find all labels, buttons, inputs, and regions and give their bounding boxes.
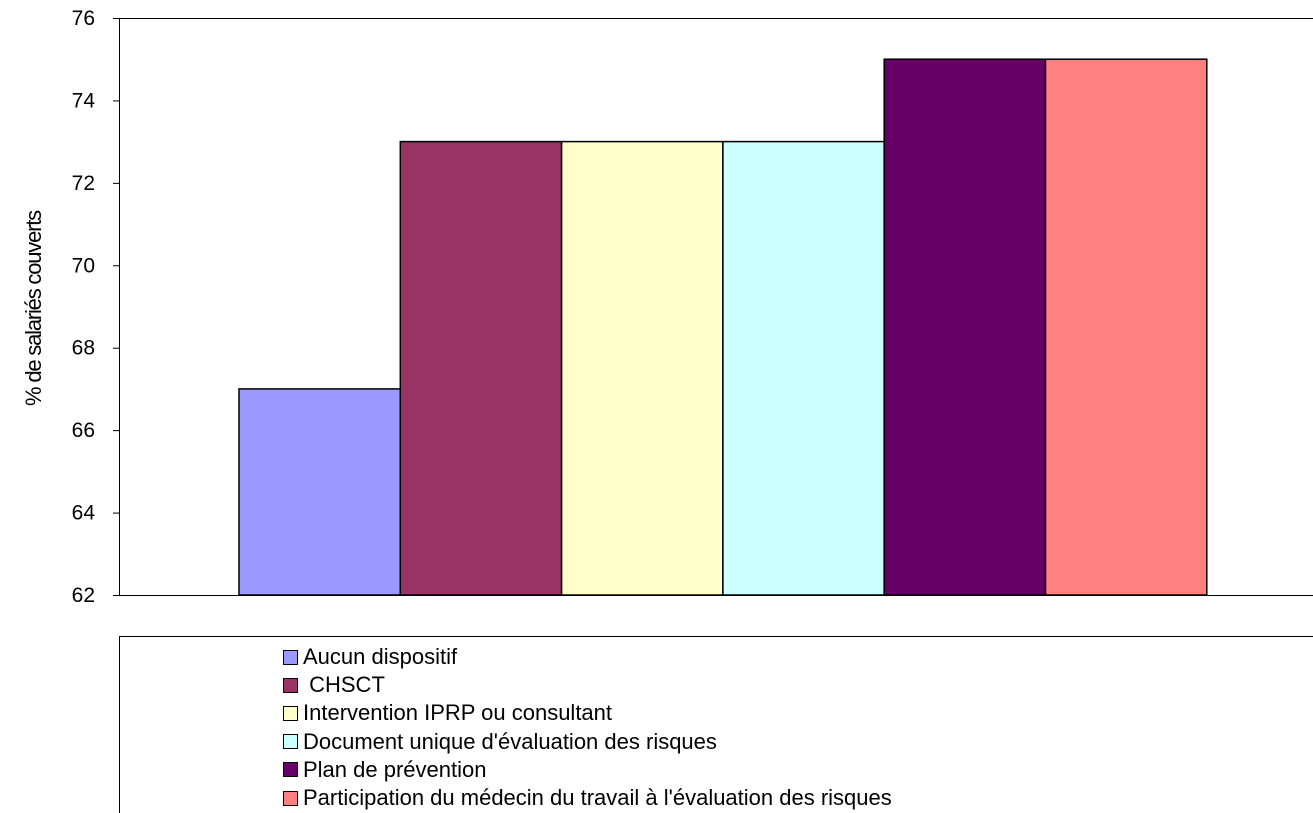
legend-label: Plan de prévention [303,756,487,782]
legend-swatch [283,705,298,721]
legend-item: CHSCT [283,672,385,698]
y-tick-label: 68 [72,337,95,360]
legend-box [119,636,1313,813]
y-tick-label: 66 [72,419,95,442]
legend-label: Document unique d'évaluation des risques [303,728,717,754]
bars [238,58,1208,596]
y-axis-ticks: 62 64 66 68 70 72 74 76 [72,7,119,607]
y-axis-title: % de salariés couverts [21,210,46,406]
bar-5 [1044,58,1208,596]
y-tick-label: 76 [72,7,95,30]
legend-swatch [283,790,298,806]
bar-0 [238,388,402,596]
bar-1 [399,140,563,596]
legend-label: Intervention IPRP ou consultant [303,700,613,726]
y-tick-label: 70 [72,254,95,277]
legend-item: Plan de prévention [283,757,486,783]
y-tick-label: 64 [72,502,96,525]
bar-3 [722,140,885,596]
legend-item: Participation du médecin du travail à l'… [283,785,892,811]
y-tick-label: 74 [72,89,96,112]
bar-chart: 62 64 66 68 70 72 74 76 % de salariés couverts [21,7,1313,607]
legend-swatch [283,649,298,665]
y-tick-label: 62 [72,584,95,607]
legend-item: Document unique d'évaluation des risques [283,729,717,755]
legend-label: Participation du médecin du travail à l'… [303,785,892,810]
bar-2 [560,140,724,596]
y-tick-label: 72 [72,172,95,195]
legend-label: Aucun dispositif [303,644,458,669]
bar-4 [883,58,1047,596]
legend-label: CHSCT [303,672,385,698]
legend-item: Intervention IPRP ou consultant [283,700,612,726]
legend-swatch [283,734,298,750]
legend-item: Aucun dispositif [283,644,457,670]
legend-swatch [283,762,298,778]
legend-swatch [283,677,298,693]
